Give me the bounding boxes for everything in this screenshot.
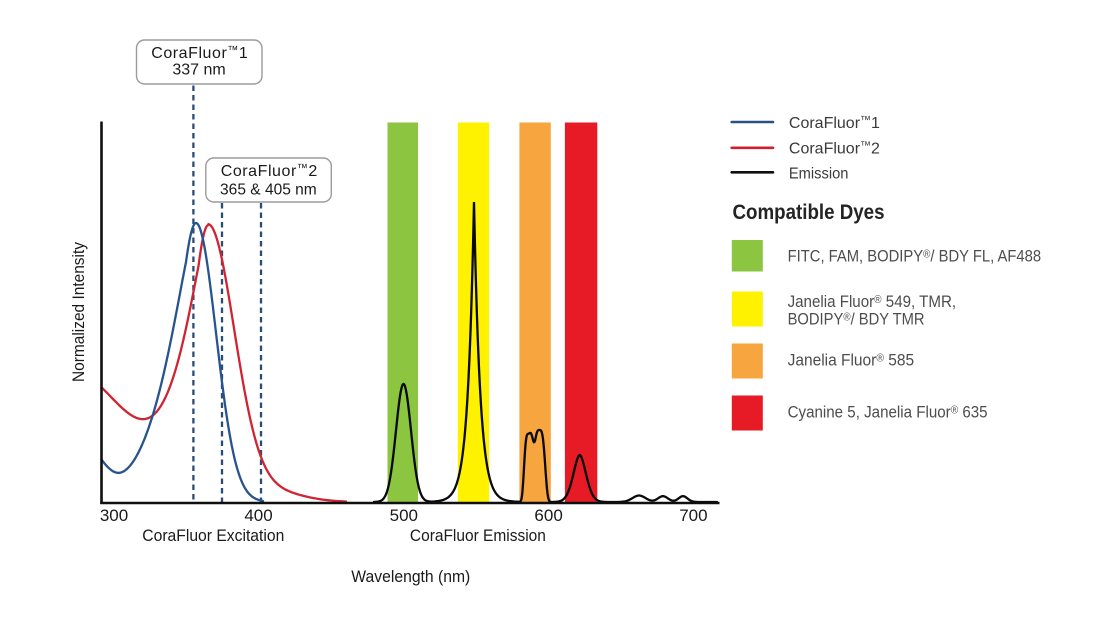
svg-text:365 & 405 nm: 365 & 405 nm — [220, 181, 317, 198]
svg-text:CoraFluor™2: CoraFluor™2 — [221, 163, 318, 181]
svg-text:Cyanine 5, Janelia Fluor® 635: Cyanine 5, Janelia Fluor® 635 — [788, 403, 988, 421]
svg-text:Janelia Fluor® 549, TMR,: Janelia Fluor® 549, TMR, — [788, 293, 957, 311]
svg-text:Emission: Emission — [789, 165, 849, 182]
svg-text:337 nm: 337 nm — [172, 62, 225, 79]
svg-text:FITC, FAM, BODIPY®/ BDY FL, AF: FITC, FAM, BODIPY®/ BDY FL, AF488 — [788, 247, 1042, 265]
svg-text:CoraFluor™1: CoraFluor™1 — [151, 45, 248, 63]
svg-text:300: 300 — [100, 506, 128, 525]
svg-text:Wavelength (nm): Wavelength (nm) — [351, 567, 470, 586]
svg-text:CoraFluor™1: CoraFluor™1 — [789, 115, 880, 133]
svg-text:700: 700 — [679, 506, 707, 525]
svg-text:400: 400 — [244, 506, 272, 525]
svg-text:Compatible Dyes: Compatible Dyes — [733, 200, 885, 224]
svg-text:600: 600 — [534, 506, 562, 525]
svg-text:Normalized Intensity: Normalized Intensity — [69, 242, 88, 382]
svg-text:500: 500 — [390, 506, 418, 525]
svg-text:BODIPY®/ BDY TMR: BODIPY®/ BDY TMR — [788, 311, 925, 329]
svg-text:CoraFluor Excitation: CoraFluor Excitation — [142, 526, 284, 545]
svg-text:Janelia Fluor® 585: Janelia Fluor® 585 — [788, 351, 915, 369]
svg-text:CoraFluor Emission: CoraFluor Emission — [410, 526, 546, 545]
svg-text:CoraFluor™2: CoraFluor™2 — [789, 140, 880, 158]
